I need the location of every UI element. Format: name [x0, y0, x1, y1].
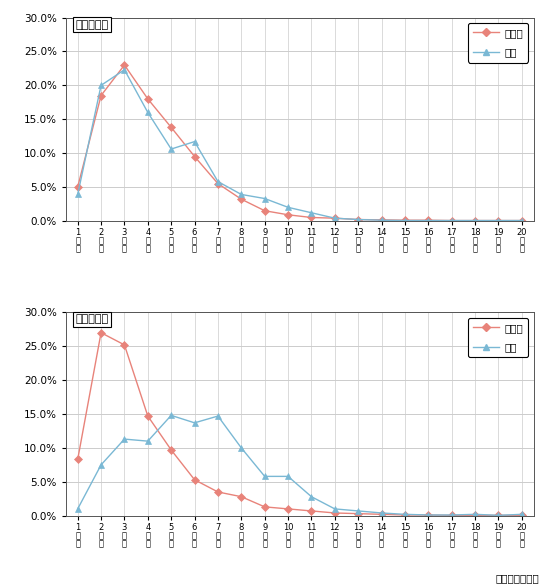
- Text: 資料：回遊調査: 資料：回遊調査: [495, 573, 539, 583]
- Text: 総滞在時間: 総滞在時間: [75, 19, 108, 30]
- Legend: 日帰り, 宿泊: 日帰り, 宿泊: [468, 318, 529, 357]
- Text: 総移動時間: 総移動時間: [75, 315, 108, 325]
- Legend: 日帰り, 宿泊: 日帰り, 宿泊: [468, 23, 529, 63]
